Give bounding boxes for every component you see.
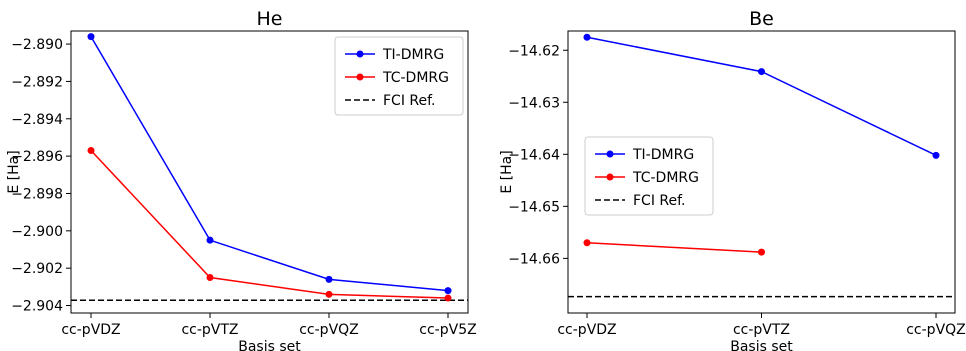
chart-title: He [257,8,283,30]
legend-swatch-marker [606,150,614,158]
x-tick-label: cc-pVQZ [906,322,966,338]
x-axis-label: Basis set [730,339,793,351]
legend-entry-label: FCI Ref. [633,193,685,209]
x-tick-label: cc-pVTZ [733,322,790,338]
y-tick-label: −14.66 [508,251,560,267]
y-tick-label: −2.900 [11,224,63,240]
tc-dmrg-data-point [87,147,95,155]
y-tick-label: −14.62 [508,43,560,59]
x-axis-label: Basis set [238,339,301,351]
y-tick-label: −2.894 [11,112,63,128]
chart-be: Be cc-pVDZ cc-pVTZ cc-pVQZ Basis set −14.62 −1… [499,8,966,351]
tc-dmrg-series-line [90,150,449,299]
tc-dmrg-data-point [758,248,765,256]
ti-dmrg-data-point [444,287,452,295]
tc-dmrg-data-point [325,290,333,298]
legend-entry-label: FCI Ref. [383,93,435,109]
y-tick-label: −2.896 [11,149,63,165]
x-tick-label: cc-pVQZ [299,322,359,338]
y-axis-label: E [Ha] [499,150,515,193]
y-tick-label: −14.65 [508,199,560,215]
chart-he: He cc-pVDZ cc-pVTZ cc-pVQZ cc-pV5Z Basis set −… [6,8,477,351]
ti-dmrg-data-point [758,68,765,76]
y-tick-label: −2.890 [11,37,63,53]
legend-entry-label: TI-DMRG [382,47,444,63]
y-axis-label: E [Ha] [6,150,22,193]
ti-dmrg-series-line [90,36,449,292]
x-tick-label: cc-pVTZ [181,322,238,338]
x-tick-label: cc-pV5Z [419,322,476,338]
legend-swatch-marker [606,173,614,181]
chart-title: Be [749,8,774,30]
legend-swatch-marker [356,50,364,58]
legend-swatch-marker [356,73,364,81]
legend-entry-label: TI-DMRG [632,147,694,163]
tc-dmrg-series-line [586,242,762,253]
ti-dmrg-data-point [932,151,940,159]
tc-dmrg-data-point [444,294,452,302]
ti-dmrg-data-point [87,33,95,41]
y-tick-label: −14.64 [508,147,560,163]
y-tick-label: −2.904 [11,299,63,315]
x-tick-label: cc-pVDZ [557,322,616,338]
legend-box [334,36,464,116]
x-tick-label: cc-pVDZ [61,322,120,338]
legend-entry-label: TC-DMRG [382,70,449,86]
plot-frame [70,30,469,314]
tc-dmrg-data-point [583,239,591,247]
tc-dmrg-data-point [206,274,214,282]
legend-entry-label: TC-DMRG [632,170,699,186]
y-tick-label: −2.892 [11,74,63,90]
y-tick-label: −2.902 [11,261,63,277]
legend-box [584,136,714,216]
ti-dmrg-data-point [325,275,333,283]
ti-dmrg-data-point [583,33,591,41]
y-tick-label: −2.898 [11,186,63,202]
ti-dmrg-data-point [206,236,214,244]
y-tick-label: −14.63 [508,95,560,111]
